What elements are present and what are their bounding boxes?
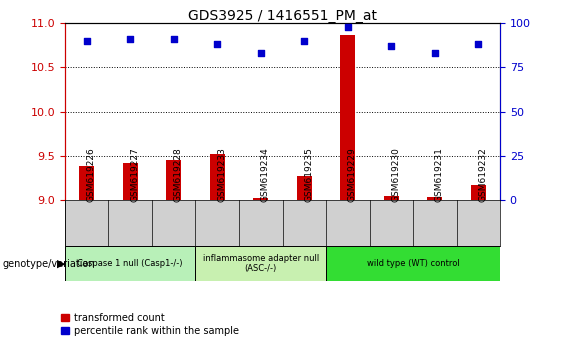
Text: GSM619233: GSM619233 [217, 147, 226, 202]
Point [343, 24, 352, 29]
Text: GSM619230: GSM619230 [391, 147, 400, 202]
Point [212, 41, 221, 47]
Text: inflammasome adapter null
(ASC-/-): inflammasome adapter null (ASC-/-) [203, 254, 319, 273]
Bar [253, 198, 268, 200]
Text: GSM619231: GSM619231 [435, 147, 444, 202]
Bar [195, 246, 326, 281]
Text: GSM619228: GSM619228 [174, 148, 182, 202]
Bar [297, 176, 312, 200]
Legend: transformed count, percentile rank within the sample: transformed count, percentile rank withi… [62, 313, 239, 336]
Point [299, 38, 308, 44]
Text: GSM619232: GSM619232 [478, 148, 487, 202]
Text: GDS3925 / 1416551_PM_at: GDS3925 / 1416551_PM_at [188, 9, 377, 23]
Bar [166, 160, 181, 200]
Bar [384, 195, 399, 200]
Point [430, 50, 439, 56]
Point [169, 36, 178, 42]
Point [82, 38, 92, 44]
Text: ▶: ▶ [56, 259, 66, 269]
Text: GSM619226: GSM619226 [87, 148, 95, 202]
Text: GSM619229: GSM619229 [347, 148, 357, 202]
Point [256, 50, 265, 56]
Bar [65, 246, 195, 281]
Text: Caspase 1 null (Casp1-/-): Caspase 1 null (Casp1-/-) [77, 259, 183, 268]
Text: GSM619235: GSM619235 [304, 147, 313, 202]
Point [125, 36, 134, 42]
Text: GSM619234: GSM619234 [261, 148, 270, 202]
Bar [340, 35, 355, 200]
Text: genotype/variation: genotype/variation [3, 259, 95, 269]
Text: GSM619227: GSM619227 [131, 148, 139, 202]
Bar [79, 166, 94, 200]
Point [386, 43, 396, 49]
Bar [123, 163, 138, 200]
Text: wild type (WT) control: wild type (WT) control [367, 259, 459, 268]
Bar [210, 154, 225, 200]
Bar [427, 198, 442, 200]
Point [473, 41, 483, 47]
Bar [471, 185, 486, 200]
Bar [326, 246, 500, 281]
